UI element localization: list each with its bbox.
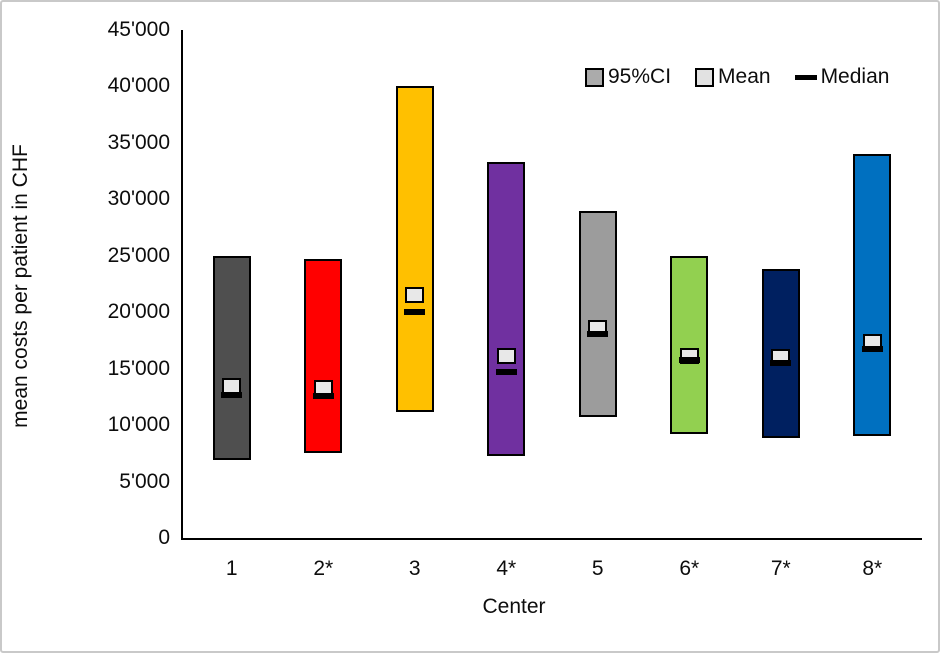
x-axis-title: Center bbox=[482, 595, 546, 618]
y-tick-label: 45'000 bbox=[107, 18, 170, 41]
x-axis-line bbox=[181, 538, 922, 540]
y-tick-label: 20'000 bbox=[107, 300, 170, 324]
mean-swatch-icon bbox=[695, 67, 715, 87]
y-tick-label: 30'000 bbox=[107, 187, 170, 211]
median-marker bbox=[495, 369, 517, 376]
x-tick-label: 7* bbox=[770, 557, 791, 580]
median-marker bbox=[678, 356, 700, 363]
ci-bar bbox=[670, 255, 709, 435]
x-tick-label: 4* bbox=[496, 557, 517, 580]
legend: 95%CI Mean Median bbox=[585, 65, 889, 89]
legend-item-mean: Mean bbox=[695, 65, 771, 89]
median-swatch-icon bbox=[794, 74, 817, 80]
x-tick-label: 1 bbox=[225, 557, 238, 580]
x-tick-label: 3 bbox=[408, 557, 421, 580]
x-tick-label: 2* bbox=[313, 557, 334, 580]
ci-bar bbox=[853, 154, 892, 437]
y-axis-line bbox=[181, 30, 183, 540]
ci-bar bbox=[212, 255, 251, 461]
ci-swatch-icon bbox=[585, 67, 604, 87]
y-tick-label: 15'000 bbox=[107, 356, 170, 380]
median-marker bbox=[587, 330, 609, 337]
legend-ci-label: 95%CI bbox=[608, 65, 672, 88]
y-tick-label: 0 bbox=[158, 526, 170, 549]
median-marker bbox=[221, 391, 243, 398]
x-tick-label: 8* bbox=[862, 557, 883, 580]
y-tick-label: 5'000 bbox=[119, 469, 170, 493]
mean-marker bbox=[496, 348, 516, 365]
median-marker bbox=[770, 360, 792, 367]
x-tick-label: 6* bbox=[679, 557, 700, 580]
median-marker bbox=[861, 346, 883, 353]
y-axis-title: mean costs per patient in CHF bbox=[9, 144, 32, 428]
ci-bar bbox=[395, 86, 434, 412]
ci-bar bbox=[304, 259, 343, 454]
ci-bar bbox=[487, 162, 526, 456]
y-tick-label: 10'000 bbox=[107, 413, 170, 437]
y-tick-label: 40'000 bbox=[107, 74, 170, 98]
legend-item-ci: 95%CI bbox=[585, 65, 671, 89]
y-tick-label: 25'000 bbox=[107, 243, 170, 267]
legend-mean-label: Mean bbox=[718, 65, 771, 88]
legend-median-label: Median bbox=[820, 65, 890, 88]
x-tick-label: 5 bbox=[591, 557, 604, 580]
median-marker bbox=[404, 309, 426, 316]
ci-bar bbox=[578, 210, 617, 418]
mean-marker bbox=[405, 287, 425, 304]
y-tick-label: 35'000 bbox=[107, 130, 170, 154]
legend-item-median: Median bbox=[794, 65, 890, 89]
median-marker bbox=[312, 392, 334, 399]
